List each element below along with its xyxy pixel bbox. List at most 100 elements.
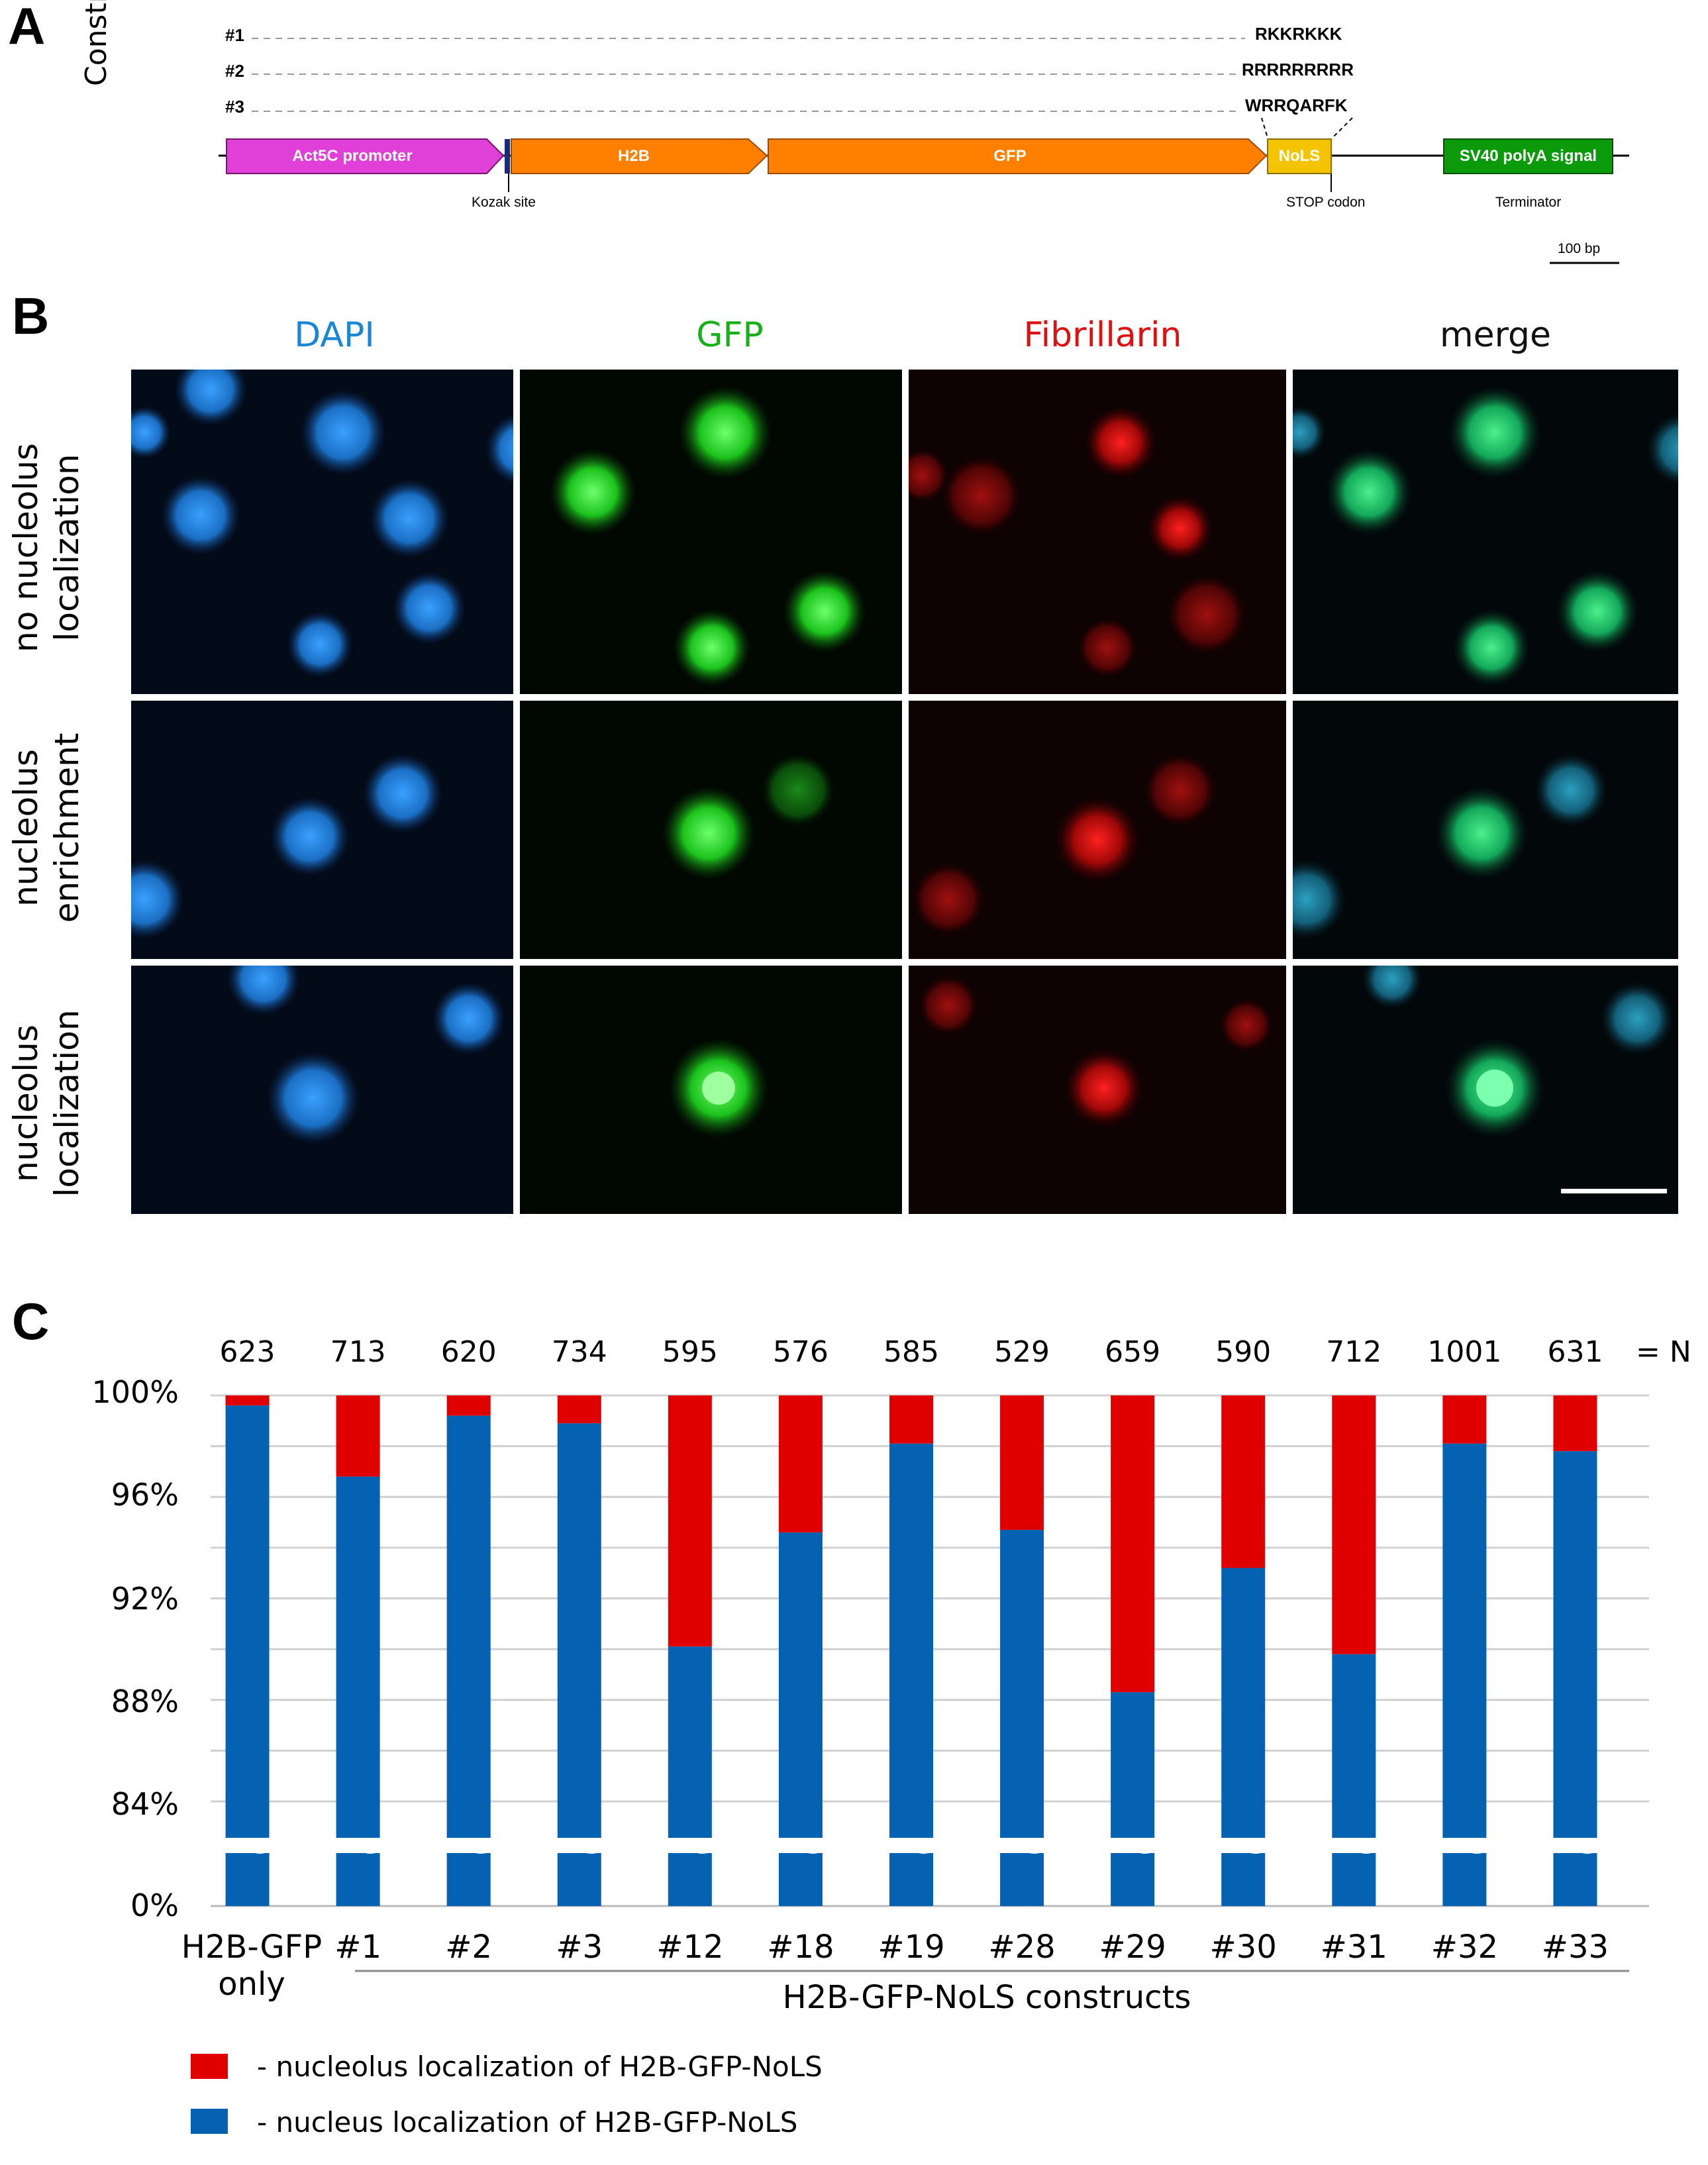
category-h2b-only: H2B-GFP only bbox=[179, 1929, 325, 2003]
category-label-7: #28 bbox=[988, 1929, 1056, 1966]
axis-break-mark bbox=[666, 1838, 713, 1854]
gfp-label: GFP bbox=[993, 147, 1027, 165]
bar-nucleolus-1 bbox=[336, 1395, 380, 1477]
bar-nucleolus-8 bbox=[1111, 1395, 1155, 1693]
promoter-feature bbox=[226, 138, 505, 174]
ytick-100: 100% bbox=[91, 1374, 179, 1410]
stop-label: STOP codon bbox=[1286, 195, 1366, 210]
n-suffix: = N bbox=[1636, 1335, 1691, 1369]
image-gfp-row2 bbox=[520, 701, 902, 959]
bar-nucleus-lower-12 bbox=[1553, 1853, 1597, 1906]
bar-nucleus-2 bbox=[446, 1415, 491, 1838]
category-label-2: #2 bbox=[445, 1929, 493, 1966]
image-gfp-row1 bbox=[520, 370, 902, 694]
bar-nucleolus-10 bbox=[1332, 1395, 1376, 1654]
nols-feature bbox=[1267, 138, 1332, 174]
bar-nucleus-lower-6 bbox=[889, 1853, 933, 1906]
image-fibrillarin-row2 bbox=[909, 701, 1286, 959]
bar-nucleus-9 bbox=[1221, 1568, 1266, 1838]
n-value-10: 712 bbox=[1326, 1335, 1382, 1369]
ytick-0: 0% bbox=[130, 1888, 179, 1923]
col-title-gfp: GFP bbox=[696, 315, 764, 355]
bar-nucleus-lower-10 bbox=[1332, 1853, 1376, 1906]
ytick-96: 96% bbox=[111, 1477, 179, 1513]
bar-nucleolus-12 bbox=[1553, 1395, 1597, 1452]
nols-label: NoLS bbox=[1278, 147, 1321, 165]
construct-1-seq: RKKRKKK bbox=[1255, 24, 1342, 44]
image-fibrillarin-row1 bbox=[909, 370, 1286, 694]
construct-1-id: #1 bbox=[225, 25, 244, 45]
category-label-12: #33 bbox=[1541, 1929, 1609, 1966]
axis-break-mark bbox=[999, 1838, 1046, 1854]
bar-nucleus-7 bbox=[1000, 1530, 1044, 1838]
panel-c-letter: C bbox=[12, 1292, 50, 1350]
bar-nucleus-lower-0 bbox=[225, 1853, 270, 1906]
category-label-11: #32 bbox=[1431, 1929, 1499, 1966]
legend-swatch-nucleolus bbox=[191, 2054, 228, 2079]
image-fibrillarin-row3 bbox=[909, 966, 1286, 1214]
bar-nucleus-5 bbox=[778, 1532, 823, 1838]
axis-break-mark bbox=[445, 1838, 492, 1854]
bar-nucleus-lower-4 bbox=[668, 1853, 712, 1906]
image-merge-row3 bbox=[1293, 966, 1678, 1214]
bar-nucleolus-6 bbox=[889, 1395, 933, 1444]
n-value-8: 659 bbox=[1105, 1335, 1161, 1369]
bar-nucleus-lower-2 bbox=[446, 1853, 491, 1906]
h2b-feature bbox=[511, 138, 768, 174]
legend-label-nucleolus: - nucleolus localization of H2B-GFP-NoLS bbox=[257, 2050, 823, 2083]
construct-2-id: #2 bbox=[225, 61, 244, 81]
n-value-0: 623 bbox=[219, 1335, 276, 1369]
bar-nucleolus-11 bbox=[1442, 1395, 1487, 1444]
category-label-1: #1 bbox=[334, 1929, 381, 1966]
construct-3-id: #3 bbox=[225, 97, 244, 117]
bar-nucleus-6 bbox=[889, 1443, 933, 1838]
bar-nucleus-1 bbox=[336, 1476, 380, 1838]
axis-break-mark bbox=[1220, 1838, 1267, 1854]
bar-nucleus-12 bbox=[1553, 1451, 1597, 1838]
image-gfp-row3 bbox=[520, 966, 902, 1214]
image-dapi-row3 bbox=[131, 966, 513, 1214]
bar-nucleolus-7 bbox=[1000, 1395, 1044, 1531]
bar-nucleus-lower-8 bbox=[1111, 1853, 1155, 1906]
bar-nucleus-lower-1 bbox=[336, 1853, 380, 1906]
bar-nucleolus-9 bbox=[1221, 1395, 1266, 1568]
category-label-8: #29 bbox=[1099, 1929, 1166, 1966]
ytick-84: 84% bbox=[111, 1786, 179, 1822]
group-label: H2B-GFP-NoLS constructs bbox=[782, 1979, 1191, 2016]
image-merge-row1 bbox=[1293, 370, 1678, 694]
panel-b-letter: B bbox=[12, 287, 50, 345]
construct-3-seq: WRRQARFK bbox=[1245, 95, 1348, 115]
col-title-dapi: DAPI bbox=[294, 315, 375, 355]
image-dapi-row1 bbox=[131, 370, 513, 694]
category-label-6: #19 bbox=[878, 1929, 945, 1966]
n-value-4: 595 bbox=[662, 1335, 718, 1369]
category-label-3: #3 bbox=[556, 1929, 603, 1966]
bar-nucleus-4 bbox=[668, 1646, 712, 1838]
n-value-2: 620 bbox=[440, 1335, 497, 1369]
axis-break-mark bbox=[224, 1838, 271, 1854]
bar-nucleus-lower-11 bbox=[1442, 1853, 1487, 1906]
construct-map bbox=[219, 38, 1629, 264]
category-label-4: #12 bbox=[656, 1929, 724, 1966]
scale-bar bbox=[1561, 1189, 1667, 1193]
axis-break-mark bbox=[556, 1838, 603, 1854]
n-value-11: 1001 bbox=[1427, 1335, 1502, 1369]
terminator-label: Terminator bbox=[1495, 195, 1562, 210]
n-value-5: 576 bbox=[772, 1335, 829, 1369]
axis-break-mark bbox=[334, 1838, 381, 1854]
gfp-feature bbox=[768, 138, 1268, 174]
polya-feature bbox=[1443, 138, 1613, 174]
bar-nucleolus-5 bbox=[778, 1395, 823, 1533]
bar-nucleus-8 bbox=[1111, 1692, 1155, 1838]
axis-break-mark bbox=[1331, 1838, 1378, 1854]
n-value-3: 734 bbox=[551, 1335, 607, 1369]
polya-label: SV40 polyA signal bbox=[1459, 147, 1597, 165]
bar-nucleus-lower-3 bbox=[557, 1853, 601, 1906]
panel-a-letter: A bbox=[8, 0, 46, 55]
axis-break-mark bbox=[777, 1838, 824, 1854]
legend-label-nucleus: - nucleus localization of H2B-GFP-NoLS bbox=[257, 2106, 798, 2139]
bar-nucleus-lower-5 bbox=[778, 1853, 823, 1906]
bar-nucleus-11 bbox=[1442, 1443, 1487, 1838]
col-title-merge: merge bbox=[1439, 315, 1552, 355]
bar-nucleus-lower-7 bbox=[1000, 1853, 1044, 1906]
